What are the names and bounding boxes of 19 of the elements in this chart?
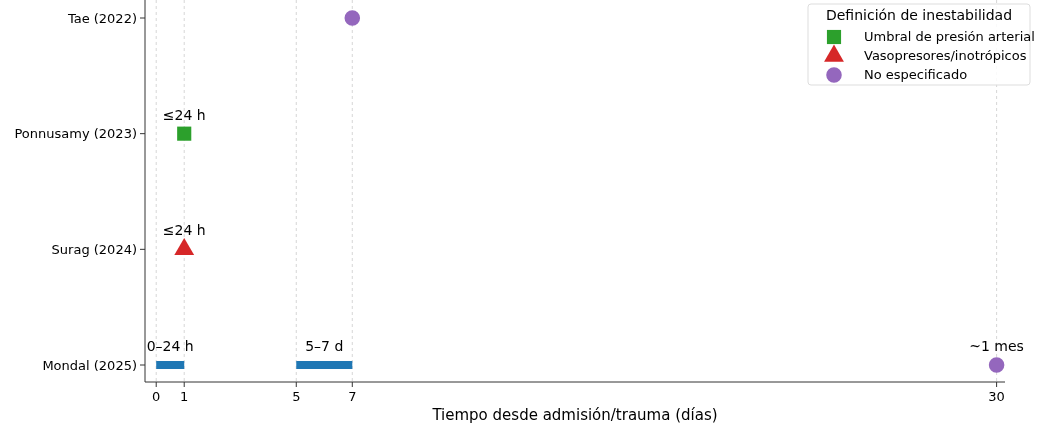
annotation: ≤24 h bbox=[162, 222, 206, 239]
y-tick-label: Tae (2022) bbox=[66, 10, 137, 26]
y-tick-label: Ponnusamy (2023) bbox=[14, 126, 137, 142]
x-tick-label: 1 bbox=[180, 389, 189, 404]
legend-label: Vasopresores/inotrópicos bbox=[864, 48, 1027, 63]
x-tick-label: 0 bbox=[152, 389, 161, 404]
legend-title: Definición de inestabilidad bbox=[825, 7, 1013, 23]
y-tick-label: Mondal (2025) bbox=[42, 357, 137, 373]
annotation: ≤24 h bbox=[162, 106, 206, 123]
legend-label: No especificado bbox=[864, 67, 968, 82]
annotation: ~1 mes bbox=[969, 338, 1024, 354]
x-tick-label: 7 bbox=[348, 389, 357, 404]
x-axis-title: Tiempo desde admisión/trauma (días) bbox=[431, 406, 718, 423]
x-tick-label: 5 bbox=[292, 389, 301, 404]
legend-label: Umbral de presión arterial bbox=[864, 29, 1035, 44]
x-tick-label: 30 bbox=[988, 389, 1005, 404]
annotation: 0–24 h bbox=[146, 338, 194, 354]
y-tick-label: Surag (2024) bbox=[51, 241, 137, 257]
annotation: 5–7 d bbox=[305, 338, 344, 354]
